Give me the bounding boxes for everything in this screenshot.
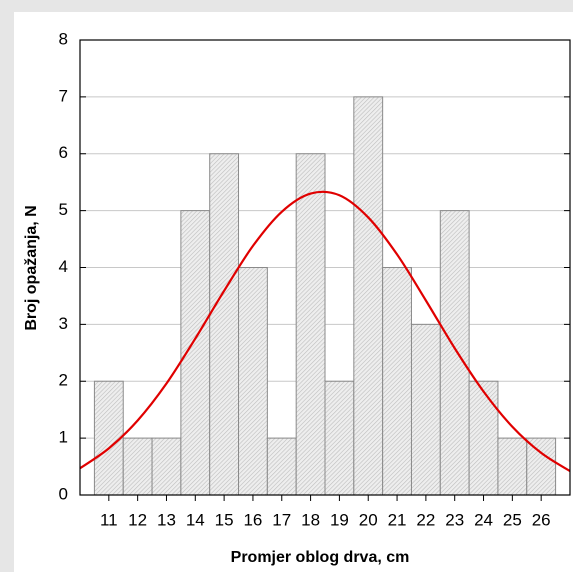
y-tick-label: 5 bbox=[59, 200, 68, 219]
bar bbox=[238, 267, 268, 496]
x-tick-label: 16 bbox=[243, 510, 262, 529]
bar bbox=[382, 267, 412, 496]
bar bbox=[410, 323, 441, 496]
x-tick-label: 17 bbox=[272, 510, 291, 529]
x-tick-label: 12 bbox=[128, 510, 147, 529]
y-tick-label: 1 bbox=[59, 428, 68, 447]
plot-border bbox=[79, 39, 571, 496]
x-tick-label: 24 bbox=[474, 510, 493, 529]
x-tick-label: 18 bbox=[301, 510, 320, 529]
x-axis-title: Promjer oblog drva, cm bbox=[231, 549, 410, 566]
bar bbox=[439, 210, 470, 496]
x-tick-label: 15 bbox=[215, 510, 234, 529]
x-tick-label: 22 bbox=[416, 510, 435, 529]
bar bbox=[122, 437, 153, 496]
y-tick-label: 4 bbox=[59, 257, 68, 276]
y-tick-label: 3 bbox=[59, 314, 68, 333]
bar bbox=[266, 437, 297, 496]
x-tick-label: 26 bbox=[532, 510, 551, 529]
fit-curve bbox=[79, 190, 571, 473]
x-tick-label: 20 bbox=[359, 510, 378, 529]
bar bbox=[497, 437, 528, 496]
x-tick-label: 19 bbox=[330, 510, 349, 529]
x-tick-label: 23 bbox=[445, 510, 464, 529]
bar bbox=[324, 380, 355, 496]
bar bbox=[353, 96, 384, 496]
y-tick-label: 0 bbox=[59, 484, 68, 503]
bar bbox=[93, 380, 124, 496]
y-tick-label: 7 bbox=[59, 86, 68, 105]
y-tick-label: 8 bbox=[59, 29, 68, 48]
bar bbox=[526, 437, 557, 496]
x-tick-label: 13 bbox=[157, 510, 176, 529]
x-tick-label: 14 bbox=[186, 510, 205, 529]
y-tick-label: 6 bbox=[59, 143, 68, 162]
bar bbox=[151, 437, 182, 496]
y-tick-label: 2 bbox=[59, 371, 68, 390]
x-tick-label: 25 bbox=[503, 510, 522, 529]
bar bbox=[209, 153, 240, 496]
y-axis-title: Broj opažanja, N bbox=[23, 205, 40, 330]
x-tick-label: 21 bbox=[388, 510, 407, 529]
x-tick-label: 11 bbox=[100, 510, 118, 529]
bar bbox=[468, 380, 499, 496]
bar bbox=[295, 153, 326, 496]
